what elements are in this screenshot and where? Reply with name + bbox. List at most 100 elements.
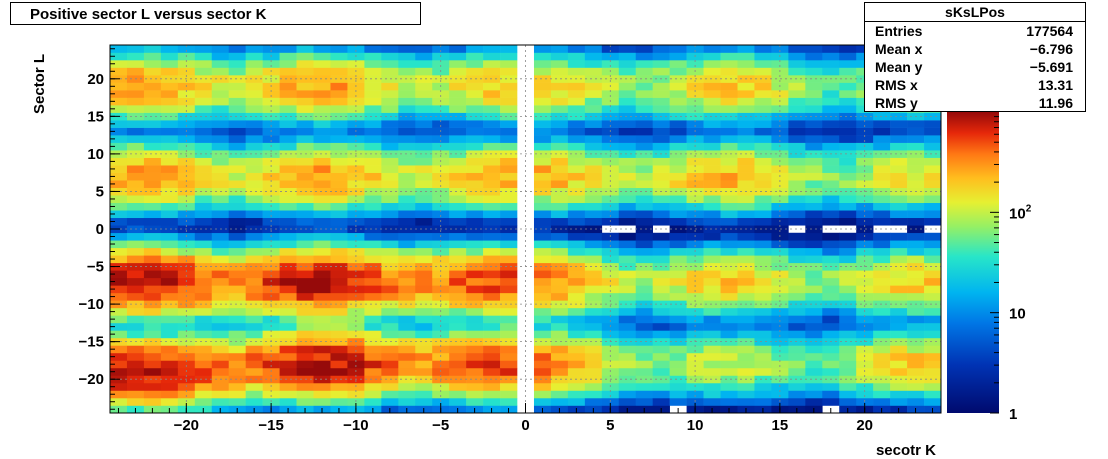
heatmap-cell (907, 277, 925, 286)
heatmap-cell (126, 90, 145, 98)
heatmap-cell (381, 262, 399, 271)
heatmap-cell (449, 90, 467, 98)
heatmap-cell (500, 97, 518, 106)
heatmap-cell (890, 375, 908, 384)
heatmap-cell (567, 105, 586, 113)
heatmap-cell (924, 210, 942, 219)
heatmap-cell (788, 82, 806, 91)
heatmap-cell (245, 157, 263, 166)
heatmap-cell (160, 232, 179, 241)
heatmap-cell (584, 240, 603, 249)
heatmap-cell (194, 352, 213, 361)
heatmap-cell (483, 345, 501, 354)
heatmap-cell (143, 210, 162, 219)
heatmap-cell (330, 45, 348, 53)
heatmap-cell (110, 307, 128, 316)
heatmap-cell (483, 240, 501, 249)
heatmap-cell (296, 360, 314, 369)
heatmap-cell (330, 397, 348, 406)
heatmap-cell (652, 270, 670, 279)
heatmap-cell (924, 375, 942, 384)
heatmap-cell (313, 45, 331, 53)
heatmap-cell (720, 300, 738, 309)
heatmap-cell (873, 172, 891, 181)
heatmap-cell (110, 382, 128, 391)
heatmap-cell (296, 390, 314, 399)
heatmap-cell (483, 45, 501, 53)
heatmap-cell (618, 270, 637, 279)
heatmap-cell (737, 352, 755, 361)
heatmap-cell (483, 247, 501, 256)
heatmap-cell (669, 232, 687, 241)
heatmap-cell (330, 127, 348, 136)
heatmap-cell (143, 105, 162, 113)
heatmap-cell (550, 390, 569, 399)
stats-key: Mean x (875, 41, 923, 57)
heatmap-cell (754, 195, 772, 204)
heatmap-cell (856, 270, 874, 279)
heatmap-cell (652, 382, 670, 391)
heatmap-cell (381, 232, 399, 241)
heatmap-cell (856, 285, 874, 294)
heatmap-cell (754, 165, 772, 173)
heatmap-cell (550, 150, 569, 158)
heatmap-cell (500, 225, 518, 234)
heatmap-cell (160, 165, 179, 173)
heatmap-cell (296, 67, 314, 76)
heatmap-cell (500, 397, 518, 406)
heatmap-cell (228, 157, 246, 166)
heatmap-cell (805, 210, 823, 219)
heatmap-cell (601, 120, 620, 128)
y-tick-label: −20 (79, 371, 104, 388)
heatmap-cell (228, 345, 246, 354)
heatmap-cell (652, 255, 670, 264)
heatmap-cell (500, 247, 518, 256)
heatmap-cell (550, 105, 569, 113)
heatmap-cell (635, 75, 653, 83)
heatmap-cell (567, 255, 586, 264)
heatmap-cell (822, 307, 840, 316)
heatmap-cell (890, 397, 908, 406)
heatmap-cell (500, 150, 518, 158)
heatmap-cell (449, 277, 467, 286)
heatmap-cell (245, 180, 263, 188)
heatmap-cell (398, 277, 416, 286)
heatmap-cell (788, 330, 806, 339)
heatmap-cell (737, 172, 755, 181)
heatmap-cell (177, 360, 196, 369)
heatmap-cell (160, 135, 179, 143)
heatmap-cell (143, 315, 162, 324)
heatmap-cell (635, 277, 653, 286)
heatmap-cell (160, 367, 179, 376)
heatmap-cell (483, 352, 501, 361)
heatmap-cell (126, 247, 145, 256)
heatmap-cell (822, 367, 840, 376)
heatmap-cell (194, 90, 213, 98)
heatmap-cell (262, 165, 280, 173)
heatmap-cell (194, 262, 213, 271)
heatmap-cell (720, 277, 738, 286)
heatmap-cell (330, 315, 348, 324)
heatmap-cell (330, 352, 348, 361)
heatmap-cell (584, 285, 603, 294)
heatmap-cell (211, 97, 230, 106)
heatmap-cell (415, 75, 433, 83)
heatmap-cell (618, 300, 637, 309)
heatmap-cell (686, 60, 704, 68)
heatmap-cell (550, 255, 569, 264)
heatmap-cell (415, 225, 433, 234)
heatmap-cell (873, 247, 891, 256)
heatmap-cell (449, 112, 467, 121)
heatmap-cell (126, 217, 145, 226)
heatmap-cell (432, 360, 450, 369)
heatmap-cell (839, 367, 857, 376)
heatmap-cell (584, 330, 603, 339)
heatmap-cell (245, 300, 263, 309)
heatmap-cell (466, 390, 484, 399)
heatmap-cell (296, 240, 314, 249)
heatmap-cell (533, 45, 552, 53)
heatmap-cell (296, 60, 314, 68)
heatmap-cell (873, 127, 891, 136)
heatmap-cell (805, 255, 823, 264)
heatmap-cell (364, 75, 382, 83)
